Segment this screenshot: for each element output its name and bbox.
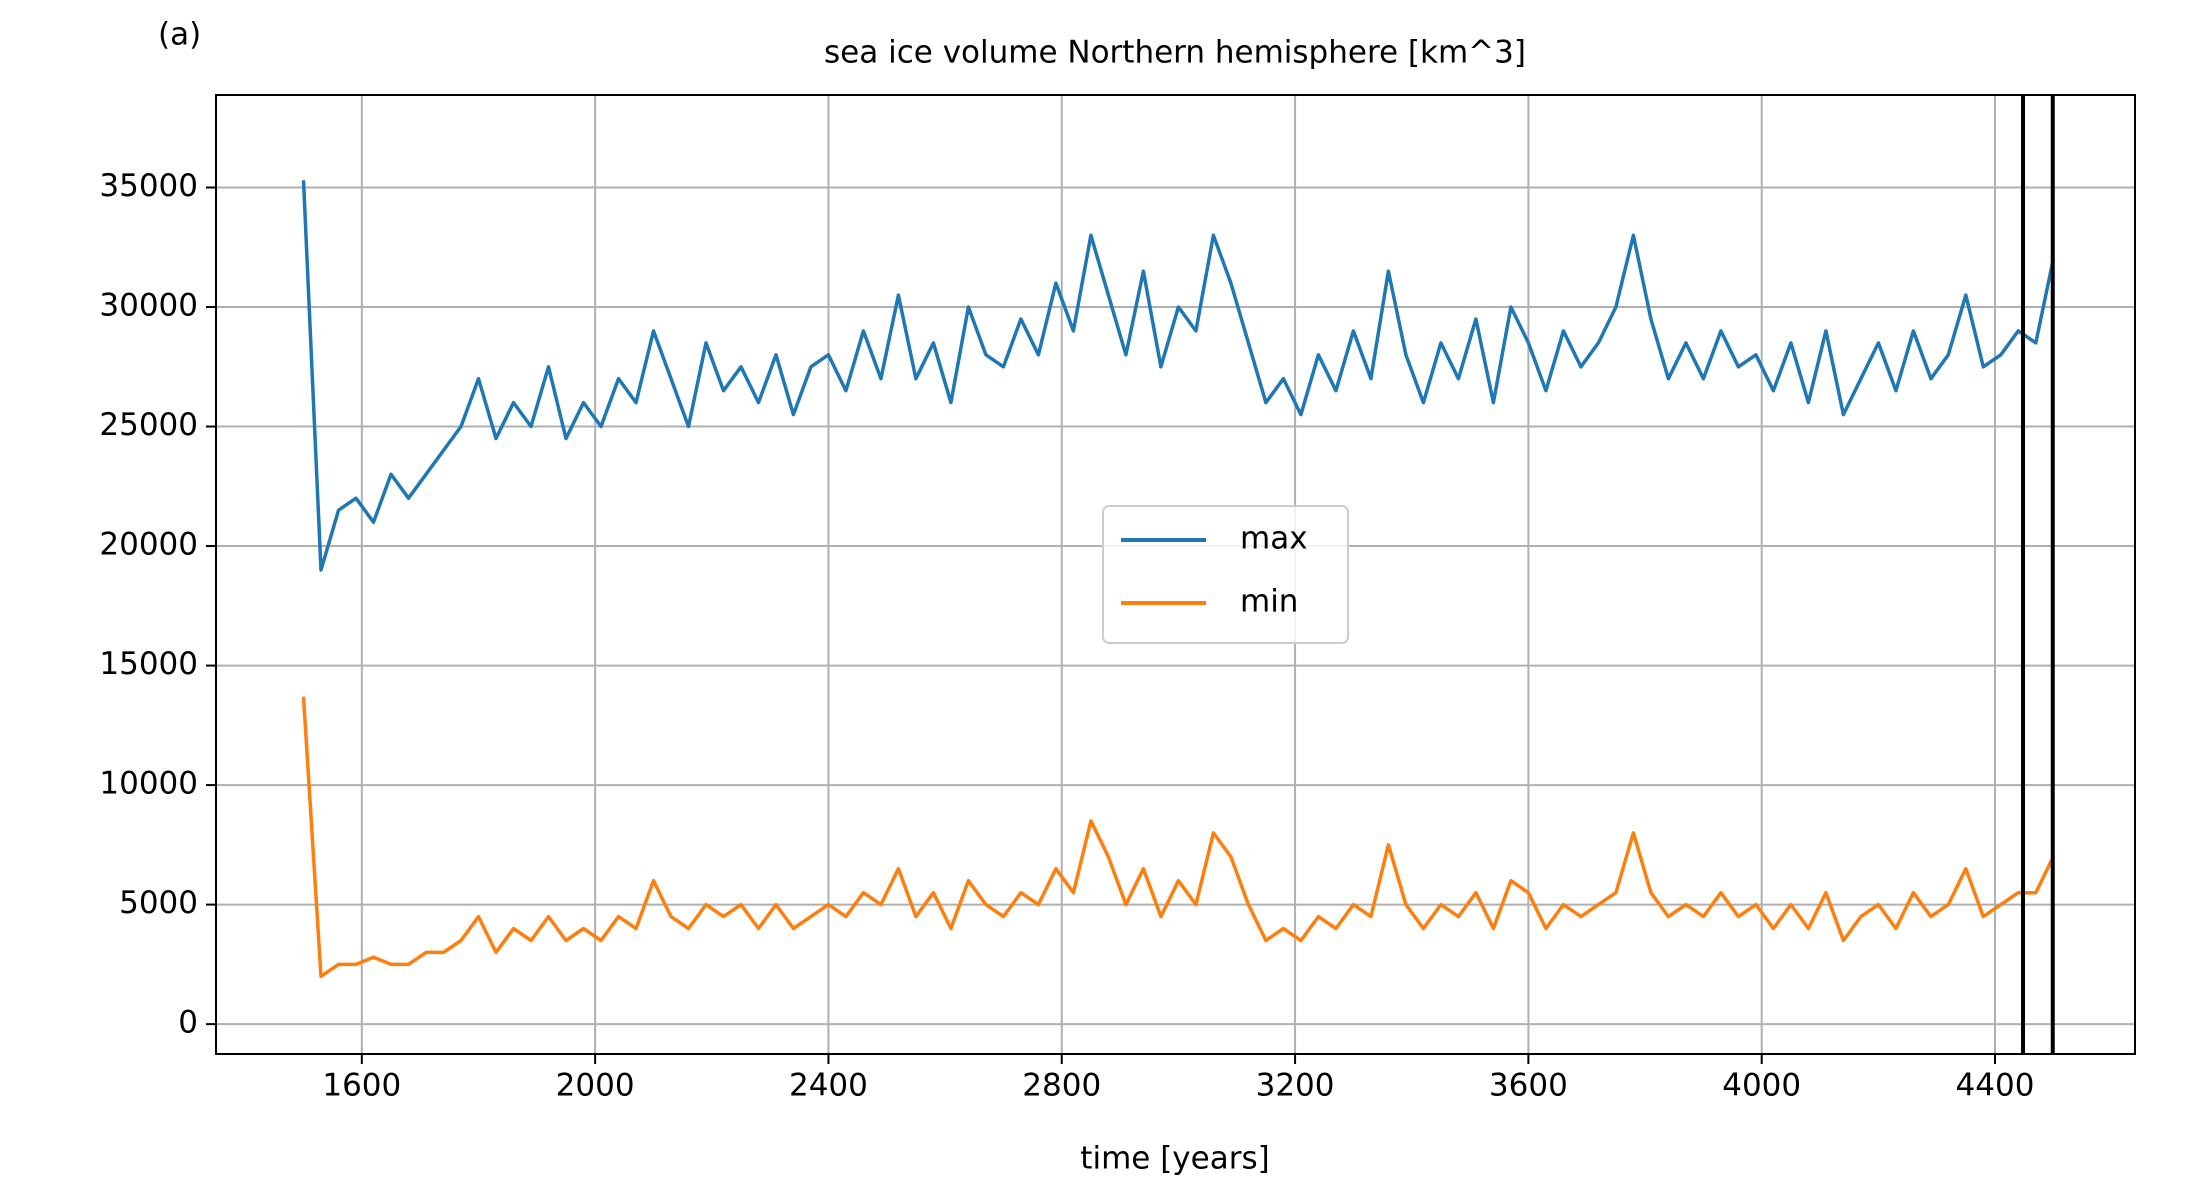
x-tick-label: 4000 xyxy=(1722,1068,1801,1104)
y-tick-label: 15000 xyxy=(99,646,198,682)
legend-box xyxy=(1102,505,1349,644)
y-tick-label: 5000 xyxy=(119,885,198,921)
x-tick-label: 2400 xyxy=(789,1068,868,1104)
x-tick-label: 3600 xyxy=(1489,1068,1568,1104)
y-tick-label: 20000 xyxy=(99,527,198,563)
y-tick-label: 10000 xyxy=(99,766,198,802)
legend-label: max xyxy=(1240,521,1308,557)
data-line xyxy=(301,696,2055,979)
y-tick-label: 35000 xyxy=(99,168,198,204)
y-tick-label: 25000 xyxy=(99,407,198,443)
x-tick-label: 2800 xyxy=(1022,1068,1101,1104)
x-tick-label: 1600 xyxy=(322,1068,401,1104)
legend-label: min xyxy=(1240,584,1298,620)
y-tick-label: 0 xyxy=(178,1005,198,1041)
x-tick-label: 2000 xyxy=(556,1068,635,1104)
plot-frame xyxy=(215,94,2136,1055)
x-tick-label: 4400 xyxy=(1956,1068,2035,1104)
x-axis-label: time [years] xyxy=(1080,1141,1269,1177)
y-tick-label: 30000 xyxy=(99,288,198,324)
chart-title: sea ice volume Northern hemisphere [km^3… xyxy=(824,35,1526,71)
data-line xyxy=(301,180,2056,572)
x-tick-label: 3200 xyxy=(1256,1068,1335,1104)
panel-label: (a) xyxy=(158,17,201,53)
